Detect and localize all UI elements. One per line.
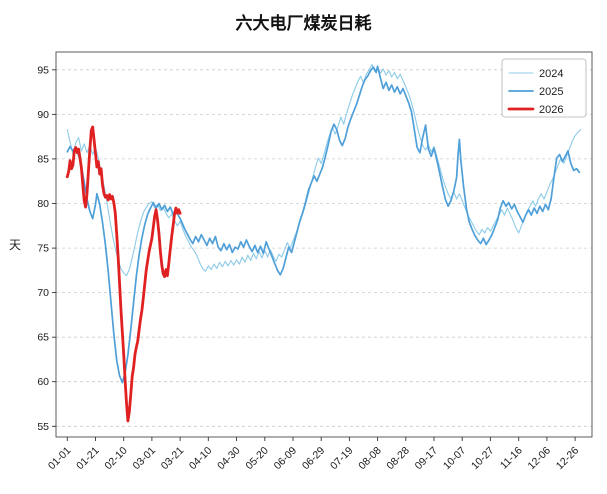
- x-tick-label: 02-10: [102, 445, 130, 473]
- x-tick-label: 03-01: [131, 445, 159, 473]
- y-tick-label: 55: [37, 421, 49, 433]
- x-tick-label: 07-19: [328, 445, 356, 473]
- legend-label-2024: 2024: [539, 68, 563, 80]
- x-tick-label: 06-09: [272, 445, 300, 473]
- y-tick-label: 80: [37, 198, 49, 210]
- x-tick-label: 06-29: [300, 445, 328, 473]
- x-tick-label: 01-01: [46, 445, 74, 473]
- x-tick-label: 11-16: [498, 445, 525, 472]
- y-tick-label: 60: [37, 376, 49, 388]
- legend-label-2026: 2026: [539, 104, 563, 116]
- x-tick-label: 08-08: [356, 445, 384, 473]
- y-tick-label: 65: [37, 332, 49, 344]
- x-tick-label: 05-20: [243, 445, 271, 473]
- chart-title: 六大电厂煤炭日耗: [235, 14, 372, 33]
- y-tick-label: 90: [37, 109, 49, 121]
- series-line-2025: [66, 65, 581, 384]
- x-tick-label: 04-10: [187, 445, 215, 473]
- legend-label-2025: 2025: [539, 86, 563, 98]
- x-tick-label: 01-21: [74, 445, 102, 473]
- x-tick-label: 03-21: [159, 445, 187, 473]
- x-tick-label: 12-06: [526, 445, 554, 473]
- y-tick-label: 70: [37, 287, 49, 299]
- y-tick-label: 95: [37, 64, 49, 76]
- series-line-2026: [65, 125, 182, 423]
- x-tick-label: 09-17: [413, 445, 441, 473]
- x-tick-label: 04-30: [215, 445, 243, 473]
- x-tick-label: 08-28: [384, 445, 412, 473]
- plot-frame: [55, 51, 593, 438]
- x-tick-label: 10-07: [441, 445, 469, 473]
- y-axis-label: 天: [9, 238, 22, 252]
- x-tick-label: 10-27: [469, 445, 497, 473]
- x-tick-label: 12-26: [554, 445, 582, 473]
- y-tick-label: 85: [37, 153, 49, 165]
- y-tick-label: 75: [37, 243, 49, 255]
